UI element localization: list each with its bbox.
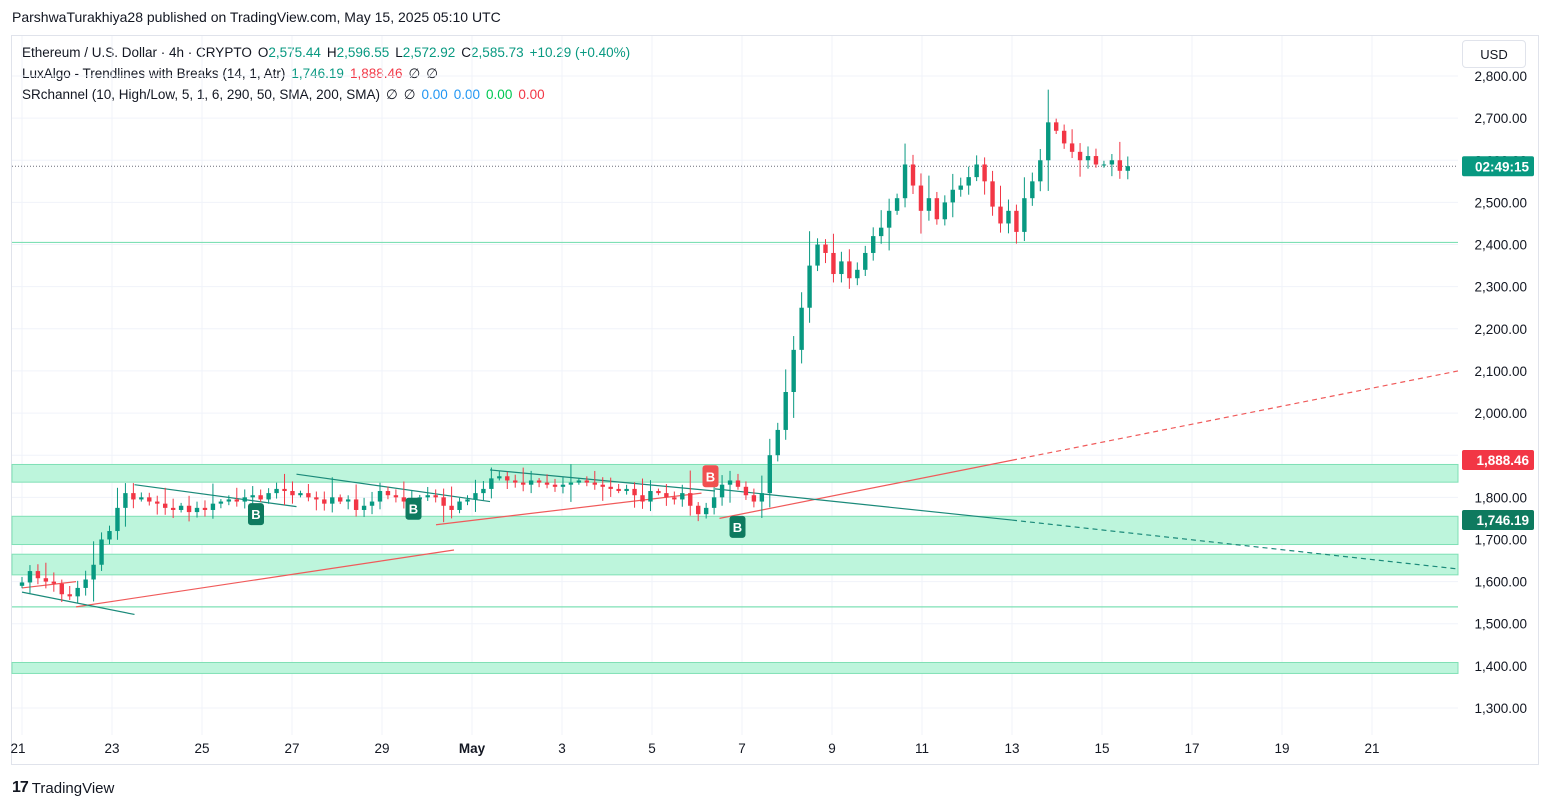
indicator1-value-1: 1,746.19 — [291, 66, 344, 81]
indicator2-value-3: 0.00 — [421, 87, 448, 102]
currency-button[interactable]: USD — [1462, 40, 1526, 68]
symbol-legend[interactable]: Ethereum / U.S. Dollar · 4h · CRYPTO O2,5… — [22, 45, 636, 60]
indicator-legend-luxalgo[interactable]: LuxAlgo - Trendlines with Breaks (14, 1,… — [22, 66, 444, 82]
publish-credit: ParshwaTurakhiya28 published on TradingV… — [12, 9, 501, 25]
low-label: L — [395, 45, 403, 60]
open-label: O — [257, 45, 269, 60]
close-label: C — [461, 45, 472, 60]
indicator-legend-srchannel[interactable]: SRchannel (10, High/Low, 5, 1, 6, 290, 5… — [22, 87, 551, 103]
indicator2-value-5: 0.00 — [486, 87, 513, 102]
chart-frame[interactable] — [11, 35, 1539, 765]
symbol-title[interactable]: Ethereum / U.S. Dollar · 4h · CRYPTO — [22, 45, 252, 60]
close-value: 2,585.73 — [471, 45, 524, 60]
indicator1-value-2: 1,888.46 — [349, 66, 403, 81]
tradingview-logo-icon: 17 — [12, 779, 29, 796]
open-value: 2,575.44 — [268, 45, 321, 60]
indicator1-name[interactable]: LuxAlgo - Trendlines with Breaks (14, 1,… — [22, 66, 286, 81]
indicator2-value-6: 0.00 — [518, 87, 545, 102]
indicator2-value-2: ∅ — [403, 87, 416, 102]
indicator2-value-1: ∅ — [385, 87, 398, 102]
low-value: 2,572.92 — [402, 45, 456, 60]
tradingview-brand: TradingView — [31, 779, 115, 797]
high-value: 2,596.55 — [336, 45, 390, 60]
high-label: H — [326, 45, 337, 60]
tradingview-logo[interactable]: 17 TradingView — [12, 779, 114, 797]
indicator1-value-3: ∅ — [408, 66, 421, 81]
indicator2-name[interactable]: SRchannel (10, High/Low, 5, 1, 6, 290, 5… — [22, 87, 380, 102]
indicator2-value-4: 0.00 — [453, 87, 481, 102]
change-value: +10.29 (+0.40%) — [529, 45, 631, 60]
indicator1-value-4: ∅ — [426, 66, 439, 81]
